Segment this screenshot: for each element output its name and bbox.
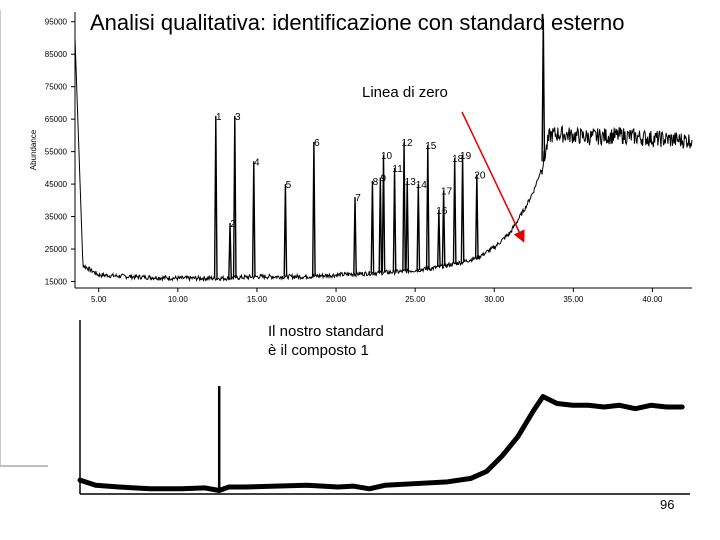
peak [392,167,397,273]
peak [460,154,465,263]
peak-label: 16 [436,206,448,217]
peak-label: 10 [381,151,393,162]
peak-label: 5 [286,180,292,191]
page-number: 96 [660,497,675,512]
y-tick-label: 35000 [45,213,68,222]
x-tick-label: 20.00 [326,295,347,304]
peak-label: 15 [425,141,437,152]
peak-label: 8 [373,177,379,188]
peak [452,158,457,264]
y-tick-label: 45000 [45,180,68,189]
peak [311,141,316,277]
x-tick-label: 35.00 [563,295,584,304]
peak-label: 17 [441,187,453,198]
peak [402,141,406,272]
peak [405,180,410,271]
y-tick-label: 55000 [45,148,68,157]
x-tick-label: 25.00 [405,295,426,304]
peak-label: 14 [416,180,428,191]
peak-label: 20 [474,170,486,181]
slide-title: Analisi qualitativa: identificazione con… [90,10,625,35]
baseline-trace [74,37,693,283]
zero-line-arrow [461,111,525,243]
peak [381,154,386,273]
peak [378,177,383,273]
chromatogram-trace [74,18,693,283]
peak-label: 18 [452,154,464,165]
peak-label: 13 [405,177,417,188]
peak [416,184,421,270]
peak-label: 7 [355,193,361,204]
arrow-line [461,111,525,243]
peak [228,223,232,279]
zero-line-label: Linea di zero [362,84,448,101]
chromatogram-chart: 15000 25000 35000 45000 55000 65000 75000 85000… [29,12,693,304]
peak [213,115,218,279]
y-tick-label: 95000 [45,18,68,27]
peak-label: 11 [392,164,403,175]
peak [353,197,357,275]
peak [425,145,430,269]
standard-chart [77,320,690,495]
standard-trace-line [77,394,685,494]
peak-label: 6 [314,138,320,149]
x-tick-label: 5.00 [91,295,107,304]
y-tick-label: 25000 [45,245,68,254]
peak-label: 12 [402,138,414,149]
peak [283,184,288,277]
peak-label: 3 [235,112,241,123]
left-edge-marker [0,465,48,467]
standard-axes [79,320,690,495]
peak [232,115,237,278]
peak-label: 9 [381,174,387,185]
x-tick-label: 10.00 [168,295,189,304]
x-tick-label: 15.00 [247,295,268,304]
peak [474,174,479,258]
left-edge-rule [0,10,1,465]
x-tick-label: 40.00 [642,295,663,304]
peak-label: 19 [460,151,472,162]
peak-label: 1 [216,112,222,123]
peak [541,18,546,162]
y-tick-label: 65000 [45,115,68,124]
peak-label: 2 [230,219,236,230]
peak-label: 4 [254,157,260,168]
chromatogram-axes [71,12,692,292]
y-tick-label: 15000 [45,278,68,287]
chromatogram-tick-labels: 15000 25000 35000 45000 55000 65000 75000 85000… [45,18,663,304]
y-tick-label: 85000 [45,50,68,59]
peak [251,161,256,277]
y-axis-label: Abundance [29,129,38,170]
peak [436,210,441,267]
x-tick-label: 30.00 [484,295,505,304]
peak [370,180,375,274]
standard-trace [77,386,685,494]
y-tick-label: 75000 [45,83,68,92]
standard-note: Il nostro standard è il composto 1 [268,323,384,359]
peak [441,190,446,266]
